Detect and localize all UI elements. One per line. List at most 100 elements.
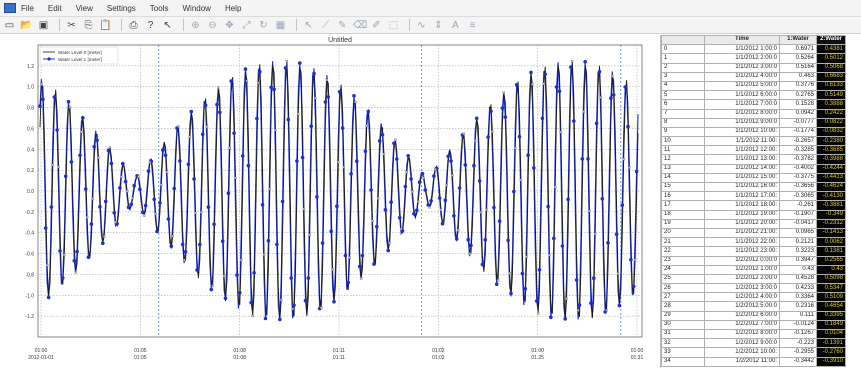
table-row[interactable]: 28 1/2/2012 5:00:0 0.2316 0.4654 [661, 301, 846, 312]
table-row[interactable]: 20 1/1/2012 21:00: 0.0965 -0.1413 [661, 227, 846, 239]
table-row[interactable]: 8 1/1/2012 9:00:0 -0.0777 0.0822 [661, 117, 846, 128]
water-1-cell[interactable]: 0.2121 [779, 237, 817, 248]
water-1-cell[interactable]: 0.0965 [779, 227, 817, 239]
table-row[interactable]: 24 1/2/2012 1:00:0 0.43 0.43 [661, 264, 846, 275]
water-2-cell[interactable]: 0.6683 [816, 71, 846, 82]
header-time[interactable]: Time [704, 35, 780, 46]
table-row[interactable]: 25 1/2/2012 2:00:0 0.4528 0.5098 [661, 273, 846, 285]
water-2-cell[interactable]: 0.1849 [816, 319, 846, 331]
refresh-icon[interactable]: ↻ [259, 19, 268, 31]
time-cell[interactable]: 1/2/2012 4:00:0 [704, 292, 780, 303]
time-cell[interactable]: 1/2/2012 6:00:0 [704, 310, 780, 321]
time-cell[interactable]: 1/1/2012 5:00:0 [704, 80, 780, 92]
menu-tools[interactable]: Tools [149, 3, 169, 13]
save-icon[interactable]: ▣ [38, 19, 49, 31]
scale-icon[interactable]: ⇕ [434, 19, 443, 31]
water-1-cell[interactable]: 0.5164 [779, 62, 817, 73]
row-index-cell[interactable]: 29 [661, 310, 705, 321]
table-row[interactable]: 7 1/1/2012 8:00:0 0.0942 0.2422 [661, 108, 846, 119]
table-row[interactable]: 21 1/1/2012 22:00: 0.2121 0.0062 [661, 237, 846, 248]
copy-icon[interactable]: ⎘ [84, 19, 93, 31]
water-1-cell[interactable]: -0.2955 [779, 347, 817, 358]
time-cell[interactable]: 1/1/2012 20:00: [704, 218, 780, 229]
zoom-in-icon[interactable]: ⊕ [191, 19, 200, 31]
row-index-cell[interactable]: 24 [661, 264, 705, 275]
water-2-cell[interactable]: 0.5149 [816, 90, 846, 101]
legend-icon[interactable]: ≡ [469, 19, 476, 31]
water-1-cell[interactable]: 0.3947 [779, 255, 817, 266]
water-1-cell[interactable]: -0.1774 [779, 126, 817, 138]
water-2-cell[interactable]: -0.4244 [816, 163, 846, 174]
water-2-cell[interactable]: -0.1391 [816, 338, 846, 349]
water-1-cell[interactable]: -0.2657 [779, 136, 817, 147]
table-row[interactable]: 2 1/1/2012 3:00:0 0.5164 0.5068 [661, 62, 846, 73]
water-1-cell[interactable]: 0.463 [779, 71, 817, 82]
row-index-cell[interactable]: 0 [661, 44, 705, 55]
water-2-cell[interactable]: -0.3881 [816, 200, 846, 211]
table-row[interactable]: 22 1/1/2012 23:00: 0.3223 0.1381 [661, 246, 846, 257]
new-document-icon[interactable]: ▭ [4, 19, 15, 31]
water-1-cell[interactable]: -0.3775 [779, 172, 817, 184]
row-index-cell[interactable]: 30 [661, 319, 705, 331]
time-cell[interactable]: 1/2/2012 5:00:0 [704, 301, 780, 312]
row-index-cell[interactable]: 1 [661, 53, 705, 64]
menu-view[interactable]: View [75, 3, 93, 13]
time-cell[interactable]: 1/1/2012 23:00: [704, 246, 780, 257]
row-index-cell[interactable]: 26 [661, 283, 705, 294]
select-icon[interactable]: ⬚ [388, 19, 399, 31]
time-cell[interactable]: 1/1/2012 6:00:0 [704, 90, 780, 101]
row-index-cell[interactable]: 12 [661, 154, 705, 165]
row-index-cell[interactable]: 6 [661, 99, 705, 110]
time-cell[interactable]: 1/1/2012 2:00:0 [704, 53, 780, 64]
table-row[interactable]: 0 1/1/2012 1:00:0 0.6971 0.4381 [661, 44, 846, 55]
table-row[interactable]: 32 1/2/2012 9:00:0 -0.223 -0.1391 [661, 338, 846, 349]
row-index-cell[interactable]: 33 [661, 347, 705, 358]
water-1-cell[interactable]: -0.0777 [779, 117, 817, 128]
time-cell[interactable]: 1/2/2012 7:00:0 [704, 319, 780, 331]
water-1-cell[interactable]: 0.111 [779, 310, 817, 321]
water-1-cell[interactable]: -0.3285 [779, 145, 817, 156]
water-1-cell[interactable]: 0.3223 [779, 246, 817, 257]
row-index-cell[interactable]: 18 [661, 209, 705, 220]
table-row[interactable]: 10 1/1/2012 11:00: -0.2657 -0.2380 [661, 136, 846, 147]
time-cell[interactable]: 1/2/2012 2:00:0 [704, 273, 780, 285]
water-2-cell[interactable]: 0.3888 [816, 99, 846, 110]
time-cell[interactable]: 1/1/2012 17:00: [704, 191, 780, 202]
time-cell[interactable]: 1/1/2012 14:00: [704, 163, 780, 174]
table-row[interactable]: 6 1/1/2012 7:00:0 0.1528 0.3888 [661, 99, 846, 110]
time-cell[interactable]: 1/1/2012 1:00:0 [704, 44, 780, 55]
water-1-cell[interactable]: 0.4528 [779, 273, 817, 285]
menu-edit[interactable]: Edit [47, 3, 62, 13]
water-2-cell[interactable]: -0.0832 [816, 126, 846, 138]
menu-help[interactable]: Help [224, 3, 242, 13]
row-index-cell[interactable]: 28 [661, 301, 705, 312]
time-cell[interactable]: 1/2/2012 1:00:0 [704, 264, 780, 275]
table-row[interactable]: 11 1/1/2012 12:00: -0.3285 -0.3685 [661, 145, 846, 156]
row-index-cell[interactable]: 9 [661, 126, 705, 138]
water-level-chart[interactable]: Untitled 1.2 1.0 0.8 0.6 0.4 0.2 0.0 -0.2 -0.4 -0.… [0, 35, 660, 368]
header-water-2[interactable]: 2:Water [816, 35, 846, 46]
row-index-cell[interactable]: 3 [661, 71, 705, 82]
table-row[interactable]: 34 1/2/2012 11:00: -0.3442 -0.3910 [661, 356, 846, 367]
water-1-cell[interactable]: 0.0942 [779, 108, 817, 119]
water-2-cell[interactable]: 0.5098 [816, 273, 846, 285]
table-row[interactable]: 3 1/1/2012 4:00:0 0.463 0.6683 [661, 71, 846, 82]
time-cell[interactable]: 1/1/2012 13:00: [704, 154, 780, 165]
water-1-cell[interactable]: -0.3656 [779, 181, 817, 193]
time-cell[interactable]: 1/1/2012 9:00:0 [704, 117, 780, 128]
line-tool-icon[interactable]: ⟋ [322, 19, 329, 31]
table-row[interactable]: 12 1/1/2012 13:00: -0.3782 -0.3988 [661, 154, 846, 165]
table-row[interactable]: 5 1/1/2012 6:00:0 0.2765 0.5149 [661, 90, 846, 101]
water-1-cell[interactable]: 0.6971 [779, 44, 817, 55]
water-2-cell[interactable]: -0.3685 [816, 145, 846, 156]
water-2-cell[interactable]: 0.0062 [816, 237, 846, 248]
water-1-cell[interactable]: -0.223 [779, 338, 817, 349]
water-2-cell[interactable]: 0.0822 [816, 117, 846, 128]
water-1-cell[interactable]: -0.3442 [779, 356, 817, 367]
water-2-cell[interactable]: 0.5109 [816, 292, 846, 303]
table-row[interactable]: 33 1/2/2012 10:00: -0.2955 -0.2760 [661, 347, 846, 358]
menu-file[interactable]: File [21, 3, 34, 13]
water-1-cell[interactable]: -0.0124 [779, 319, 817, 331]
row-index-cell[interactable]: 15 [661, 181, 705, 193]
row-index-cell[interactable]: 10 [661, 136, 705, 147]
